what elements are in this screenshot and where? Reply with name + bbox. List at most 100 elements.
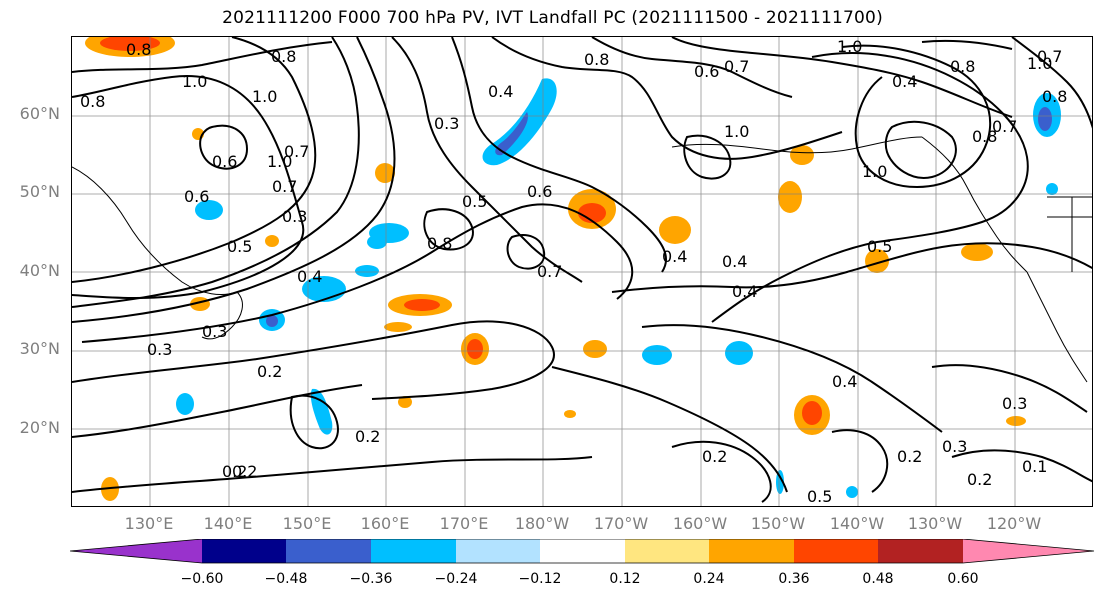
colorbar-segment (202, 539, 286, 563)
shade-positive (100, 37, 160, 51)
shade-negative (310, 388, 333, 435)
contour-label: 0.2 (257, 362, 282, 381)
colorbar-tick-label: 0.36 (778, 571, 810, 587)
colorbar-tick-label: −0.60 (180, 571, 224, 587)
contour-label: 0.2 (967, 470, 992, 489)
shade-positive (778, 181, 802, 213)
colorbar-segment (540, 539, 625, 563)
contour-label: 0.8 (80, 92, 105, 111)
shade-positive (1006, 416, 1026, 426)
contour-label: 0.3 (434, 114, 459, 133)
contour-label: 0.5 (807, 487, 832, 506)
shade-negative (176, 393, 194, 415)
contour-label: 0.6 (527, 182, 552, 201)
coastlines (72, 136, 1092, 383)
colorbar-tick-label: −0.12 (518, 571, 562, 587)
contour-label: 0.8 (126, 40, 151, 59)
shade-negative (195, 200, 223, 220)
contour-label: 1.0 (724, 122, 749, 141)
shade-positive (384, 322, 412, 332)
colorbar-tick-label: 0.12 (609, 571, 641, 587)
lon-label: 130°E (124, 514, 174, 533)
shade-negative (355, 265, 379, 277)
contour-label: 0.8 (972, 127, 997, 146)
contour-label: 0.8 (427, 234, 452, 253)
lon-label: 130°W (907, 514, 963, 533)
lon-label: 140°E (203, 514, 253, 533)
contour-label: 0.5 (227, 237, 252, 256)
shade-negative (1046, 183, 1058, 195)
contour-label: 1.0 (1027, 54, 1052, 73)
lat-label: 30°N (19, 339, 60, 358)
lat-label: 50°N (19, 182, 60, 201)
shade-positive (659, 216, 691, 244)
contour-label: 0.7 (992, 117, 1017, 136)
shade-positive (865, 249, 889, 273)
shade-positive (375, 163, 395, 183)
colorbar-segment (371, 539, 456, 563)
shade-negative (367, 235, 387, 249)
shade-positive (578, 203, 606, 223)
shade-negative (725, 341, 753, 365)
contour-label: 0.1 (1022, 457, 1047, 476)
contour-label: 1.0 (862, 162, 887, 181)
lon-label: 140°W (829, 514, 885, 533)
shade-negative (1038, 107, 1052, 131)
lat-label: 20°N (19, 418, 60, 437)
shade-positive (467, 339, 483, 359)
contour-label: 0.3 (147, 340, 172, 359)
contour-label: 0.4 (488, 82, 513, 101)
shade-positive (790, 145, 814, 165)
colorbar-segment (286, 539, 371, 563)
map-title: 2021111200 F000 700 hPa PV, IVT Landfall… (222, 8, 883, 28)
contour-label: 0.7 (272, 177, 297, 196)
contour-label: 0.3 (282, 207, 307, 226)
contour-label: 0.6 (184, 187, 209, 206)
ivt-shading (85, 37, 1061, 501)
contour-label: 0.7 (537, 262, 562, 281)
contour-label: 0.2 (355, 427, 380, 446)
lat-label: 40°N (19, 261, 60, 280)
lon-label: 170°W (593, 514, 649, 533)
pv-contours (72, 37, 1092, 503)
contour-label: 0.7 (284, 142, 309, 161)
contour-label: 0.8 (584, 50, 609, 69)
contour-label: 0.4 (662, 247, 687, 266)
contour-label-group: 0.8 1.0 0.8 1.0 0.8 0.7 1.0 0.6 0.6 0.7 … (80, 37, 1067, 506)
contour-label: 0.8 (1042, 87, 1067, 106)
contour-label: 0.4 (722, 252, 747, 271)
shade-positive (564, 410, 576, 418)
shade-negative (495, 112, 528, 156)
map-panel[interactable]: 0.8 1.0 0.8 1.0 0.8 0.7 1.0 0.6 0.6 0.7 … (71, 36, 1093, 507)
lon-label: 120°W (986, 514, 1042, 533)
contour-label: 0.2 (702, 447, 727, 466)
lat-label: 60°N (19, 104, 60, 123)
contour-label: 0.7 (724, 57, 749, 76)
colorbar-segment (709, 539, 794, 563)
contour-label: 1.0 (252, 87, 277, 106)
contour-label: 0.4 (297, 267, 322, 286)
lon-label: 160°E (360, 514, 410, 533)
shade-negative (642, 345, 672, 365)
contour-label: 0.2 (232, 462, 257, 481)
colorbar-outline (70, 539, 1095, 564)
contour-label: 0.3 (942, 437, 967, 456)
contour-label: 0.5 (462, 192, 487, 211)
contour-label: 0.8 (271, 47, 296, 66)
colorbar-tick-label: −0.24 (434, 571, 478, 587)
colorbar (70, 539, 1095, 564)
colorbar-extend-max (963, 539, 1094, 563)
colorbar-tick-label: −0.48 (264, 571, 308, 587)
contour-label: 0.2 (222, 462, 247, 481)
shade-negative (266, 315, 278, 327)
lon-label: 150°W (750, 514, 806, 533)
colorbar-segment (625, 539, 709, 563)
contour-label: 0.6 (694, 62, 719, 81)
shade-positive (961, 243, 993, 261)
contour-label: 1.0 (837, 37, 862, 56)
shade-negative (776, 470, 784, 494)
contour-label: 0.3 (202, 322, 227, 341)
contour-label: 0.4 (732, 282, 757, 301)
colorbar-segment (456, 539, 540, 563)
shade-positive (265, 235, 279, 247)
